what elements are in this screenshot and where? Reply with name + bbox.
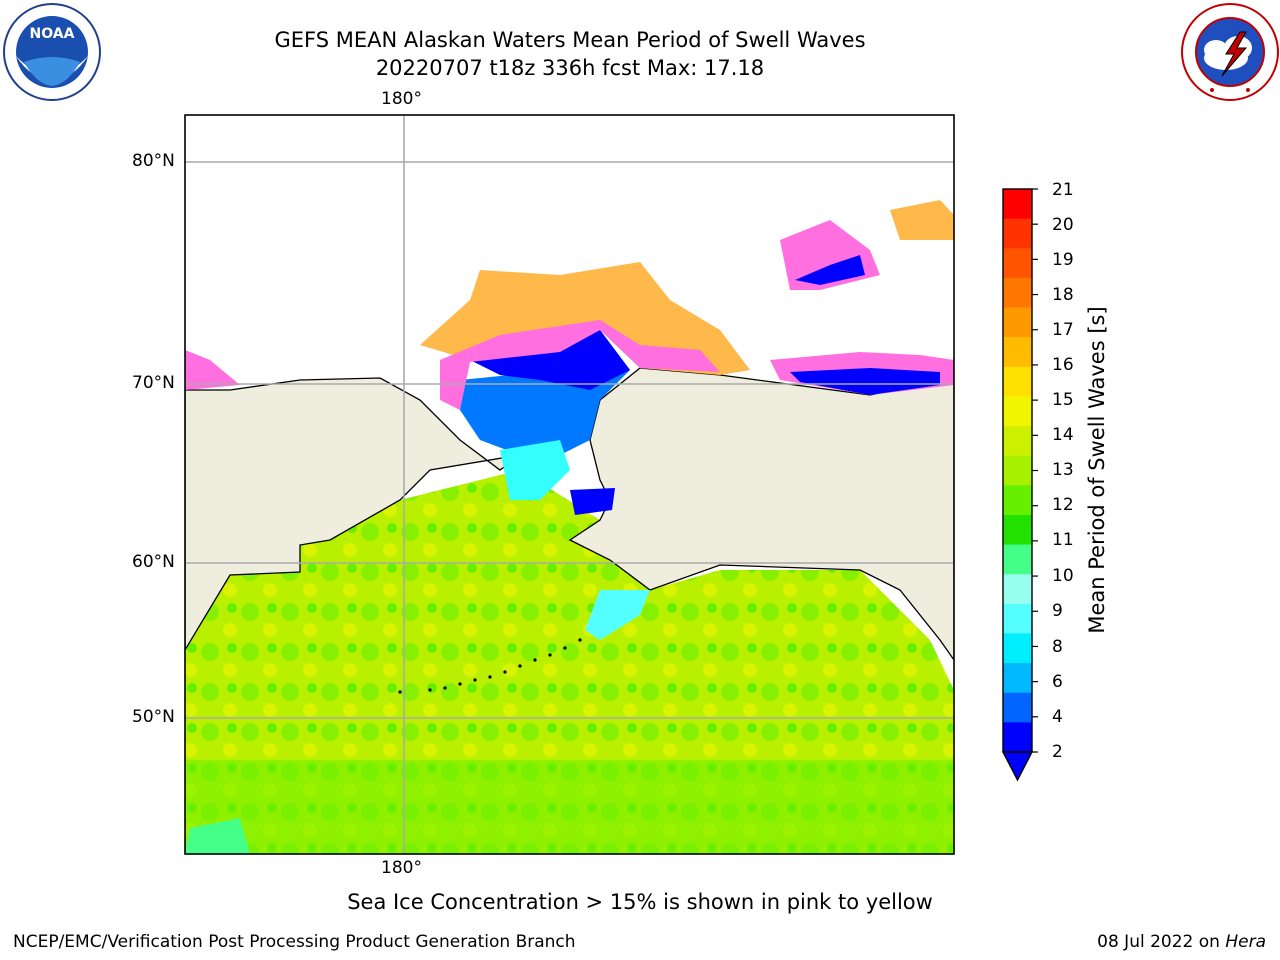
colorbar-label: 19 — [1052, 250, 1074, 270]
sea-ice-east — [890, 200, 954, 240]
ocean-greener-band — [185, 760, 954, 854]
colorbar-title: Mean Period of Swell Waves [s] — [1085, 306, 1109, 634]
colorbar-segment — [1003, 544, 1032, 575]
colorbar-label: 11 — [1052, 530, 1074, 550]
colorbar-segment — [1003, 337, 1032, 368]
water-bristol-cyan — [585, 590, 650, 640]
colorbar-segment — [1003, 574, 1032, 605]
footer-credit: NCEP/EMC/Verification Post Processing Pr… — [13, 932, 576, 952]
sea-ice-note: Sea Ice Concentration > 15% is shown in … — [347, 890, 933, 914]
water-deep-blue — [470, 330, 630, 390]
footer-date: 08 Jul 2022 on Hera — [1097, 932, 1266, 952]
sea-ice-pink — [440, 320, 720, 410]
colorbar-label: 18 — [1052, 285, 1074, 305]
colorbar-segment — [1003, 633, 1032, 664]
colorbar-label: 2 — [1052, 742, 1063, 762]
chart-title: GEFS MEAN Alaskan Waters Mean Period of … — [274, 28, 866, 52]
lat-label-70n: 70°N — [132, 373, 175, 393]
colorbar-segment — [1003, 307, 1032, 338]
lat-label-80n: 80°N — [132, 151, 175, 171]
colorbar-label: 10 — [1052, 566, 1074, 586]
ocean-cyan-patch — [185, 818, 250, 854]
graticule — [185, 115, 954, 854]
water-norton-blue — [570, 488, 615, 515]
sea-ice-west — [185, 350, 240, 390]
colorbar-segment — [1003, 277, 1032, 309]
sea-ice-northeast-blue — [795, 255, 865, 285]
colorbar-label: 8 — [1052, 637, 1063, 657]
lon-label-bottom: 180° — [381, 858, 422, 878]
colorbar-segment — [1003, 692, 1032, 723]
colorbar-label: 6 — [1052, 672, 1063, 692]
colorbar-segment — [1003, 514, 1032, 546]
colorbar-segment — [1003, 426, 1032, 457]
colorbar-label: 15 — [1052, 390, 1074, 410]
footer-date-text: 08 Jul 2022 on — [1097, 932, 1226, 952]
colorbar-segment — [1003, 396, 1032, 427]
colorbar-label: 4 — [1052, 707, 1063, 727]
colorbar-segment — [1003, 722, 1032, 753]
colorbar-label: 12 — [1052, 495, 1074, 515]
colorbar-segment — [1003, 485, 1032, 516]
colorbar-segment — [1003, 366, 1032, 397]
colorbar-label: 9 — [1052, 601, 1063, 621]
colorbar-segment — [1003, 603, 1032, 634]
aleutian-islands — [398, 638, 582, 694]
colorbar-segment — [1003, 248, 1032, 279]
colorbar-label: 17 — [1052, 320, 1074, 340]
sea-ice-east-blue — [790, 368, 940, 395]
land-siberia — [185, 377, 521, 652]
footer-host: Hera — [1225, 932, 1266, 952]
lat-label-50n: 50°N — [132, 707, 175, 727]
map-frame — [184, 114, 955, 855]
svg-text:NOAA: NOAA — [30, 26, 75, 42]
nws-logo — [1181, 3, 1279, 101]
colorbar-label: 13 — [1052, 460, 1074, 480]
lon-label-top: 180° — [381, 89, 422, 109]
lat-label-60n: 60°N — [132, 552, 175, 572]
colorbar-segment — [1003, 189, 1032, 220]
colorbar-segment — [1003, 663, 1032, 694]
colorbar-segment — [1003, 455, 1032, 486]
colorbar-label: 21 — [1052, 180, 1074, 200]
colorbar-label: 14 — [1052, 425, 1074, 445]
water-strait-cyan — [500, 440, 570, 500]
colorbar-label: 16 — [1052, 355, 1074, 375]
chart-subtitle: 20220707 t18z 336h fcst Max: 17.18 — [375, 56, 765, 80]
noaa-logo: NOAA — [3, 3, 101, 101]
colorbar-label: 20 — [1052, 215, 1074, 235]
colorbar-segment — [1003, 218, 1032, 249]
colorbar-extend-triangle — [1001, 751, 1034, 782]
ocean-field — [185, 470, 954, 854]
